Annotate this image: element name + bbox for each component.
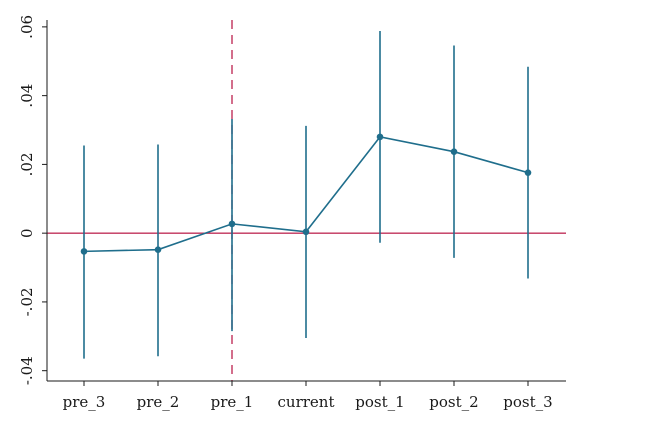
series-points: [80, 133, 532, 255]
y-tick-label: .02: [18, 152, 36, 176]
y-tick-label: -.02: [18, 287, 36, 316]
point-pre_1: [228, 220, 236, 228]
x-tick-label: post_3: [503, 393, 552, 411]
point-post_3: [524, 169, 532, 176]
x-tick-label: pre_2: [137, 393, 180, 411]
point-current: [302, 228, 310, 236]
y-tick-label: .04: [18, 84, 36, 108]
y-tick-label: .06: [18, 15, 36, 39]
point-post_2: [450, 148, 458, 155]
y-tick-label: 0: [18, 228, 36, 238]
x-tick-label: post_1: [355, 393, 404, 411]
point-pre_2: [154, 246, 162, 253]
tick-labels: -.04 -.02 0 .02 .04 .06 pre_3 pre_2 pre_1 current…: [18, 15, 553, 411]
point-post_1: [376, 133, 384, 141]
confidence-intervals: [83, 31, 529, 359]
x-tick-label: pre_1: [211, 393, 254, 411]
y-tick-label: -.04: [18, 356, 36, 385]
x-tick-label: post_2: [429, 393, 478, 411]
point-pre_3: [80, 248, 88, 255]
x-tick-label: current: [278, 393, 335, 411]
axes: [42, 20, 566, 386]
x-tick-label: pre_3: [63, 393, 106, 411]
